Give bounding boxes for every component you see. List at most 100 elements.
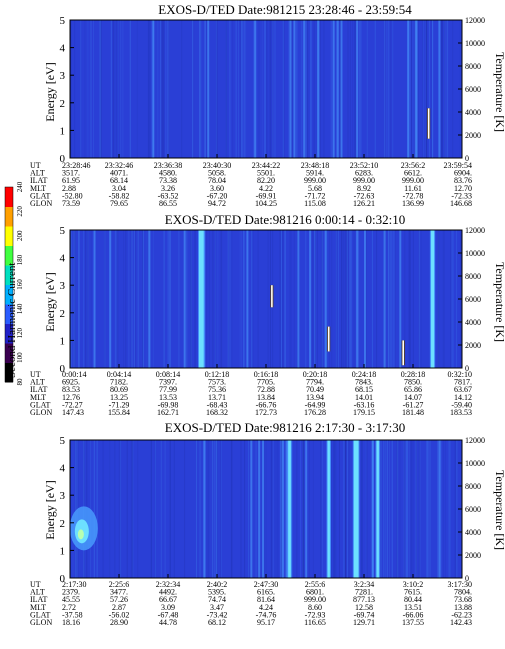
heatmap-texture-line (293, 230, 295, 368)
heatmap-streak (332, 20, 335, 158)
heatmap-texture-line (313, 20, 315, 158)
ephemeris-cell: 0:12:18 (205, 370, 229, 379)
heatmap-texture-line (284, 230, 286, 368)
heatmap-texture-line (252, 230, 254, 368)
heatmap-texture-line (347, 230, 349, 368)
heatmap-texture-line (74, 230, 76, 368)
heatmap-texture-line (374, 20, 376, 158)
heatmap-texture-line (316, 230, 318, 368)
heatmap-texture-line (406, 440, 408, 578)
heatmap-texture-line (310, 20, 312, 158)
ephemeris-cell: 73.59 (62, 199, 80, 208)
ephemeris-cell: 13.25 (110, 393, 128, 402)
ephemeris-cell: 168.32 (206, 408, 228, 417)
heatmap-texture-line (312, 440, 314, 578)
ephemeris-cell: -61.27 (403, 400, 424, 409)
heatmap-texture-line (116, 230, 118, 368)
heatmap-background (70, 230, 462, 368)
ephemeris-cell: 137.55 (402, 618, 424, 627)
heatmap-texture-line (383, 20, 385, 158)
heatmap-texture-line (244, 440, 246, 578)
heatmap-texture-line (276, 440, 278, 578)
heatmap-texture-line (216, 440, 218, 578)
ephemeris-cell: -52.80 (62, 191, 83, 200)
heatmap-texture-line (399, 440, 401, 578)
ephemeris-cell: 68.15 (355, 385, 373, 394)
heatmap-texture-line (344, 440, 346, 578)
heatmap-streak (383, 230, 386, 368)
heatmap-texture-line (412, 230, 414, 368)
heatmap-texture-line (110, 20, 112, 158)
heatmap-texture-line (130, 230, 132, 368)
heatmap-streak (336, 20, 339, 158)
y-right-tick-label: 8000 (465, 482, 481, 491)
heatmap-texture-line (194, 230, 196, 368)
heatmap-texture-line (397, 440, 399, 578)
ephemeris-cell: 18.16 (62, 618, 80, 627)
heatmap-texture-line (214, 440, 216, 578)
heatmap-texture-line (289, 230, 291, 368)
heatmap-texture-line (331, 230, 333, 368)
heatmap-bright-streak (353, 440, 359, 578)
heatmap-texture-line (137, 440, 139, 578)
heatmap-texture-line (230, 440, 232, 578)
heatmap-texture-line (263, 20, 265, 158)
ephemeris-cell: 7850. (404, 378, 422, 387)
heatmap-texture-line (70, 20, 72, 158)
ephemeris-cell: 80.69 (110, 385, 128, 394)
ephemeris-cell: 7573. (208, 378, 226, 387)
colorbar-block (5, 206, 13, 227)
y-right-tick-label: 10000 (465, 459, 485, 468)
heatmap-texture-line (190, 230, 192, 368)
heatmap-texture-line (451, 230, 453, 368)
colorbar-block (5, 362, 13, 383)
heatmap-texture-line (418, 440, 420, 578)
heatmap-texture-line (160, 440, 162, 578)
heatmap-texture-line (280, 440, 282, 578)
ephemeris-cell: 116.65 (304, 618, 326, 627)
heatmap-texture-line (409, 230, 411, 368)
heatmap-texture-line (271, 20, 273, 158)
heatmap-texture-line (354, 20, 356, 158)
heatmap-texture-line (349, 230, 351, 368)
heatmap-texture-line (384, 440, 386, 578)
ephemeris-row-label: GLAT (30, 400, 51, 409)
ephemeris-cell: 23:44:22 (252, 161, 280, 170)
ephemeris-cell: 13.51 (404, 603, 422, 612)
heatmap-texture-line (157, 20, 159, 158)
heatmap-texture-line (345, 440, 347, 578)
heatmap-texture-line (334, 440, 336, 578)
y-right-tick-label: 10000 (465, 249, 485, 258)
ephemeris-cell: -69.91 (256, 191, 277, 200)
heatmap-texture-line (299, 440, 301, 578)
heatmap-texture-line (388, 230, 390, 368)
heatmap-texture-line (240, 20, 242, 158)
heatmap-texture-line (122, 20, 124, 158)
heatmap-texture-line (109, 440, 111, 578)
heatmap-texture-line (131, 440, 133, 578)
heatmap-texture-line (437, 230, 439, 368)
heatmap-texture-line (85, 230, 87, 368)
heatmap-texture-line (142, 230, 144, 368)
heatmap-texture-line (184, 440, 186, 578)
y-tick-label: 1 (60, 545, 66, 557)
heatmap-texture-line (452, 230, 454, 368)
ephemeris-cell: 126.21 (353, 199, 375, 208)
heatmap-texture-line (151, 20, 153, 158)
heatmap-texture-line (431, 20, 433, 158)
heatmap-texture-line (409, 20, 411, 158)
heatmap-texture-line (321, 230, 323, 368)
ephemeris-cell: -63.52 (158, 191, 179, 200)
heatmap-texture-line (445, 20, 447, 158)
heatmap-streak (356, 20, 359, 158)
heatmap-texture-line (229, 230, 231, 368)
heatmap-texture-line (450, 230, 452, 368)
ephemeris-cell: 999.00 (353, 176, 375, 185)
colorbar-tick-label: 160 (16, 279, 24, 290)
heatmap-texture-line (326, 230, 328, 368)
heatmap-texture-line (117, 20, 119, 158)
heatmap-texture-line (114, 440, 116, 578)
colorbar-tick-label: 200 (16, 230, 24, 241)
heatmap-texture-line (429, 440, 431, 578)
heatmap-texture-line (263, 440, 265, 578)
